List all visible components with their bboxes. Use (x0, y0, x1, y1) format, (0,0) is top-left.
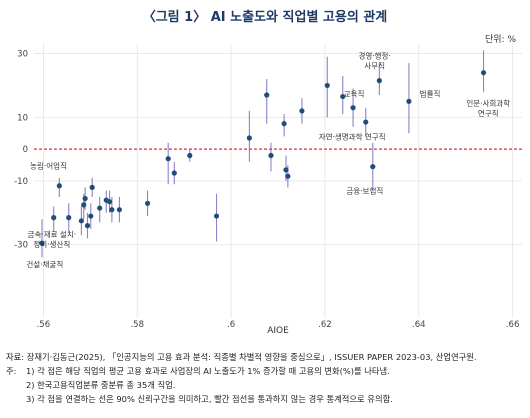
annotation-line: 경영·행정· (358, 50, 390, 60)
point-annotation: 경영·행정· 사무직 (358, 50, 390, 70)
data-point (480, 70, 487, 76)
data-point (78, 218, 84, 224)
data-point (56, 183, 62, 189)
x-axis-label: AIOE (267, 326, 289, 336)
point-annotation: 금융·보험직 (346, 186, 383, 196)
data-point (82, 195, 88, 202)
data-point (213, 213, 220, 219)
source-line: 자료: 장재기·김동근(2025), 「인공지능의 고용 효과 분석: 직종별 … (6, 350, 526, 364)
x-tick-label: .64 (412, 320, 426, 330)
note-line-3: 3) 각 점을 연결하는 선은 90% 신뢰구간을 의미하고, 빨간 점선을 통… (6, 392, 526, 406)
x-tick-label: .56 (37, 320, 51, 330)
data-point (84, 223, 91, 229)
annotation-line: 연구직 (478, 108, 499, 118)
data-points (39, 70, 487, 246)
annotation-line: 법률직 (420, 89, 441, 99)
chart-title: 〈그림 1〉 AI 노출도와 직업별 고용의 관계 (142, 10, 388, 25)
x-tick-label: .62 (318, 320, 332, 330)
y-tick-label: 30 (17, 50, 28, 60)
y-tick-label: -30 (14, 241, 28, 251)
data-point (281, 121, 287, 127)
data-point (144, 200, 151, 206)
x-tick-label: .58 (130, 320, 144, 330)
data-point (51, 215, 57, 221)
data-point (165, 156, 171, 162)
data-point (187, 152, 193, 159)
note-item-3: 3) 각 점을 연결하는 선은 90% 신뢰구간을 의미하고, 빨간 점선을 통… (26, 394, 393, 404)
data-point (66, 215, 72, 221)
data-point (97, 205, 103, 211)
annotation-line: 인문·사회과학 (466, 98, 510, 108)
annotation-line: 정비·생산직 (33, 239, 70, 249)
annotation-line: 교육직 (344, 89, 365, 99)
data-point (246, 135, 252, 141)
x-tick-label: .6 (227, 320, 235, 330)
data-point (88, 213, 94, 219)
data-point (283, 167, 289, 173)
axis-ticks: .56 .58 .6 .62 .64 .66 30 10 0 -10 -30 (14, 50, 519, 330)
point-annotation: 건설·채굴직 (26, 259, 63, 269)
point-annotation: 농림·어업직 (30, 160, 67, 170)
data-point (340, 93, 346, 100)
data-point (285, 173, 291, 179)
data-point (116, 207, 122, 213)
y-tick-label: 10 (17, 113, 28, 123)
note-item-1: 1) 각 점은 해당 직업의 평균 고용 효과로 사업장의 AI 노출도가 1%… (26, 366, 390, 376)
point-annotation: 금속·재료 설치· 정비·생산직 (28, 230, 77, 249)
grid-layer (34, 44, 522, 318)
data-point (350, 105, 356, 111)
data-point (264, 92, 270, 98)
source-label: 자료: (6, 352, 27, 362)
annotation-line: 건설·채굴직 (26, 259, 63, 269)
unit-label: 단위: % (484, 35, 516, 45)
data-point (171, 170, 177, 176)
annotation-line: 자연·생명과학 연구직 (319, 132, 386, 142)
scatter-chart: .56 .58 .6 .62 .64 .66 30 10 0 -10 -30 경영·행정· 사무직교육… (14, 44, 522, 336)
data-point (106, 199, 113, 205)
data-point (268, 152, 274, 159)
y-tick-label: 0 (23, 145, 28, 155)
source-text: 장재기·김동근(2025), 「인공지능의 고용 효과 분석: 직종별 차별적 … (26, 352, 477, 362)
data-point (324, 82, 330, 89)
data-point (406, 98, 412, 104)
data-point (89, 184, 95, 190)
x-tick-label: .66 (506, 320, 520, 330)
note-line-2: 2) 한국고용직업분류 중분류 총 35개 직업. (6, 378, 526, 392)
point-annotation: 인문·사회과학 연구직 (466, 98, 510, 118)
data-point (39, 240, 45, 246)
data-point (299, 108, 305, 114)
annotation-line: 사무직 (364, 60, 385, 70)
point-annotation: 교육직 (344, 89, 365, 99)
point-annotation: 자연·생명과학 연구직 (319, 132, 386, 142)
note-line-1: 주: 1) 각 점은 해당 직업의 평균 고용 효과로 사업장의 AI 노출도가… (6, 364, 526, 378)
point-annotation: 법률직 (420, 89, 441, 99)
confidence-intervals (41, 50, 485, 258)
y-tick-label: -10 (14, 177, 28, 187)
note-item-2: 2) 한국고용직업분류 중분류 총 35개 직업. (26, 380, 176, 390)
data-point (376, 78, 382, 84)
annotation-line: 금융·보험직 (346, 186, 383, 196)
annotation-line: 금속·재료 설치· (28, 230, 77, 239)
data-point (363, 119, 369, 125)
annotation-line: 농림·어업직 (30, 160, 67, 170)
footnotes: 자료: 장재기·김동근(2025), 「인공지능의 고용 효과 분석: 직종별 … (6, 350, 526, 406)
data-point (370, 164, 376, 170)
data-point (81, 202, 87, 208)
note-label: 주: (6, 366, 20, 376)
data-point (109, 207, 115, 213)
